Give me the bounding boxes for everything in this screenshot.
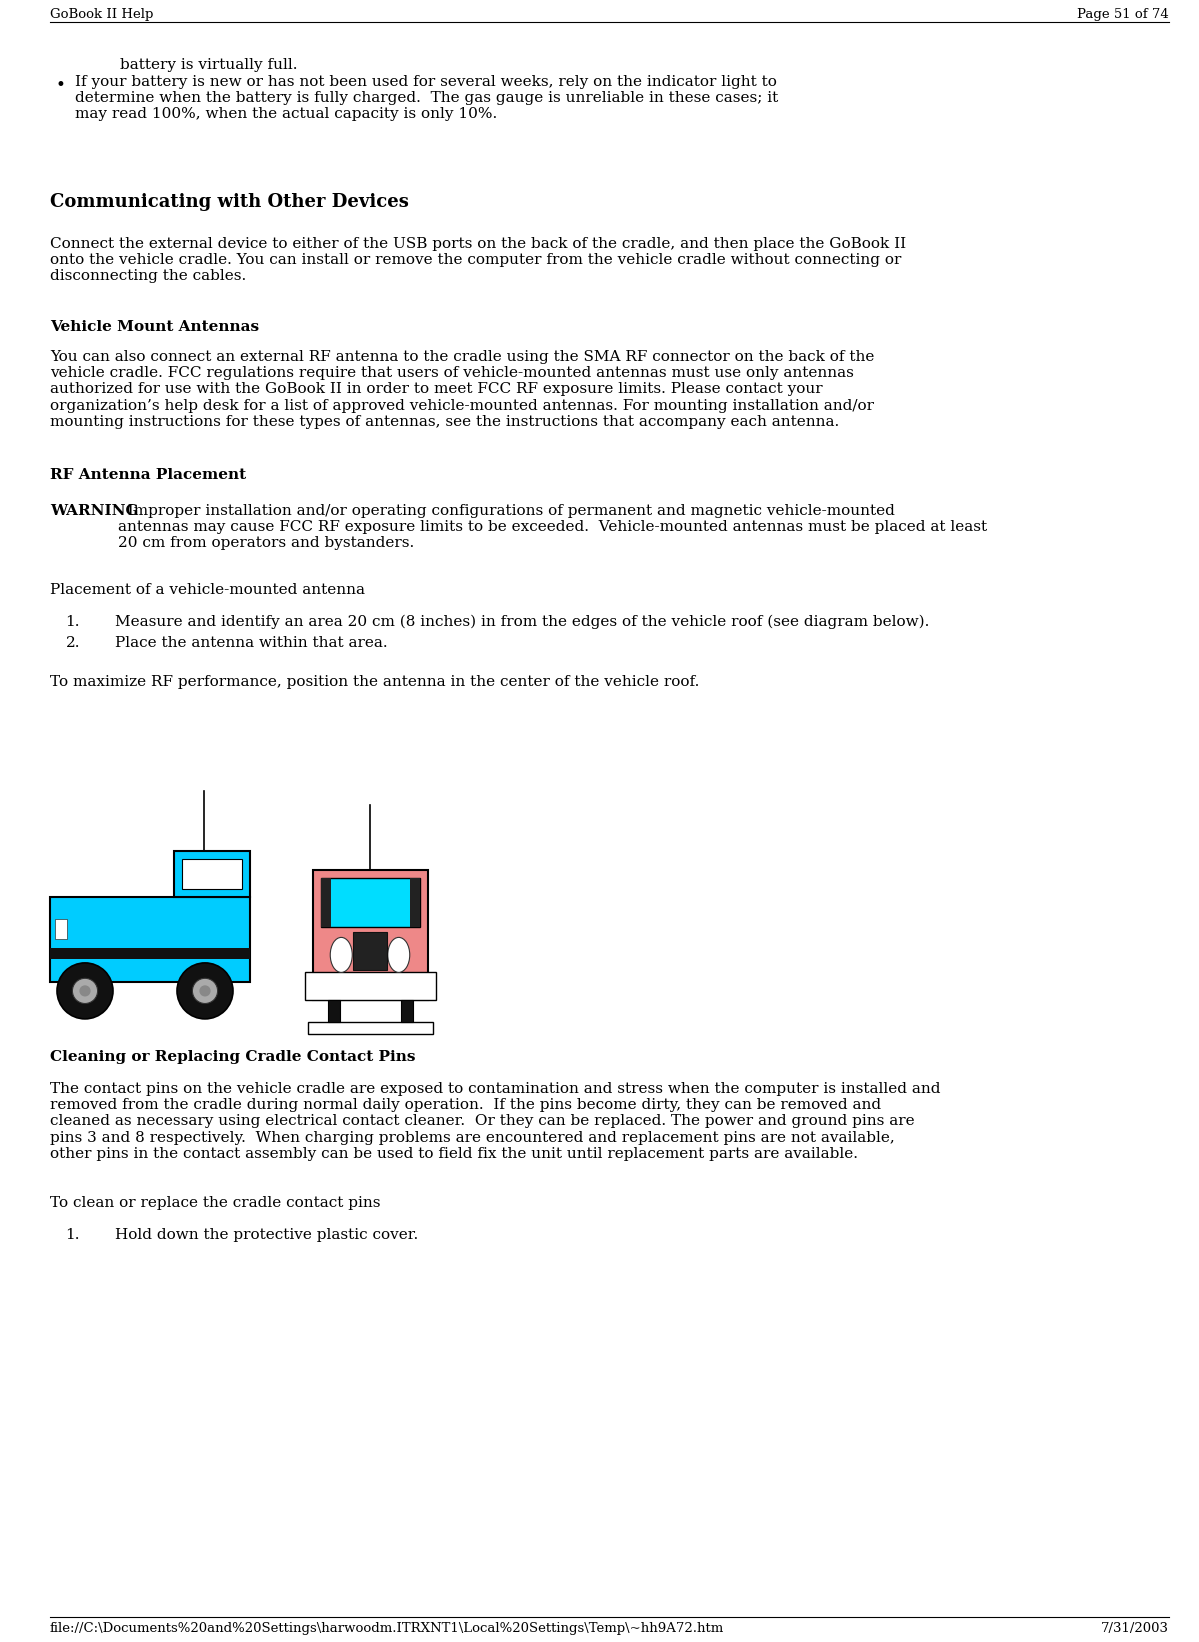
Text: Communicating with Other Devices: Communicating with Other Devices — [50, 194, 409, 212]
Text: 2.: 2. — [66, 635, 80, 650]
Bar — [50, 898, 251, 982]
Ellipse shape — [330, 938, 353, 972]
Bar — [307, 1021, 433, 1034]
Text: Measure and identify an area 20 cm (8 inches) in from the edges of the vehicle r: Measure and identify an area 20 cm (8 in… — [115, 616, 929, 629]
Text: Hold down the protective plastic cover.: Hold down the protective plastic cover. — [115, 1228, 418, 1241]
Text: WARNING: WARNING — [50, 504, 139, 517]
Bar — [174, 851, 251, 898]
Text: The contact pins on the vehicle cradle are exposed to contamination and stress w: The contact pins on the vehicle cradle a… — [50, 1082, 940, 1161]
Text: If your battery is new or has not been used for several weeks, rely on the indic: If your battery is new or has not been u… — [76, 76, 778, 122]
Ellipse shape — [387, 938, 410, 972]
Bar — [320, 878, 331, 928]
Text: Page 51 of 74: Page 51 of 74 — [1077, 8, 1169, 21]
Text: Placement of a vehicle-mounted antenna: Placement of a vehicle-mounted antenna — [50, 583, 364, 598]
Bar — [400, 1000, 412, 1021]
Text: 1.: 1. — [66, 616, 80, 629]
Text: Connect the external device to either of the USB ports on the back of the cradle: Connect the external device to either of… — [50, 236, 906, 284]
Bar — [305, 972, 435, 1000]
Text: 1.: 1. — [66, 1228, 80, 1241]
Circle shape — [192, 979, 217, 1003]
Circle shape — [177, 962, 233, 1020]
Text: Improper installation and/or operating configurations of permanent and magnetic : Improper installation and/or operating c… — [118, 504, 987, 550]
Text: To maximize RF performance, position the antenna in the center of the vehicle ro: To maximize RF performance, position the… — [50, 675, 699, 690]
Text: •: • — [55, 77, 65, 94]
Text: battery is virtually full.: battery is virtually full. — [120, 57, 297, 72]
Bar — [320, 878, 420, 928]
Text: Cleaning or Replacing Cradle Contact Pins: Cleaning or Replacing Cradle Contact Pin… — [50, 1049, 416, 1064]
Text: You can also connect an external RF antenna to the cradle using the SMA RF conne: You can also connect an external RF ante… — [50, 350, 874, 429]
Text: To clean or replace the cradle contact pins: To clean or replace the cradle contact p… — [50, 1195, 380, 1210]
Text: Vehicle Mount Antennas: Vehicle Mount Antennas — [50, 320, 259, 333]
Text: RF Antenna Placement: RF Antenna Placement — [50, 468, 246, 483]
Bar — [55, 920, 67, 939]
Circle shape — [79, 985, 91, 997]
Bar — [410, 878, 420, 928]
Text: file://C:\Documents%20and%20Settings\harwoodm.ITRXNT1\Local%20Settings\Temp\~hh9: file://C:\Documents%20and%20Settings\har… — [50, 1622, 724, 1635]
Bar — [327, 1000, 339, 1021]
Text: Place the antenna within that area.: Place the antenna within that area. — [115, 635, 387, 650]
Circle shape — [199, 985, 211, 997]
Circle shape — [58, 962, 113, 1020]
Bar — [353, 933, 387, 970]
Bar — [313, 870, 428, 1000]
Bar — [50, 949, 251, 959]
Bar — [182, 859, 242, 890]
Circle shape — [72, 979, 97, 1003]
Text: 7/31/2003: 7/31/2003 — [1101, 1622, 1169, 1635]
Text: GoBook II Help: GoBook II Help — [50, 8, 153, 21]
